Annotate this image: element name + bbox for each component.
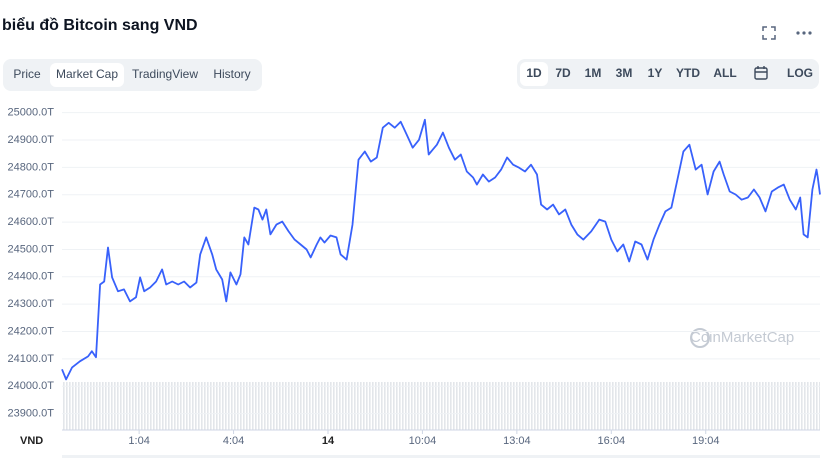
calendar-body xyxy=(754,67,768,80)
range-selected-bg xyxy=(520,62,548,86)
tab[interactable]: TradingView xyxy=(132,67,198,81)
y-tick-label: 23900.0T xyxy=(8,407,55,419)
tab[interactable]: Market Cap xyxy=(56,67,118,81)
volume-bars xyxy=(62,382,820,430)
x-tick-label: 19:04 xyxy=(692,435,720,447)
range-button[interactable]: 1Y xyxy=(648,66,663,80)
y-tick-label: 24300.0T xyxy=(8,298,55,310)
fullscreen-icon[interactable] xyxy=(762,26,776,40)
range-button[interactable]: YTD xyxy=(676,66,700,80)
range-button[interactable]: 1M xyxy=(585,66,602,80)
x-tick-label: 4:04 xyxy=(223,435,244,447)
watermark: CoinMarketCap xyxy=(690,329,794,346)
y-tick-label: 24700.0T xyxy=(8,189,55,201)
y-tick-label: 25000.0T xyxy=(8,107,55,119)
chart-title: biểu đồ Bitcoin sang VND xyxy=(2,16,198,34)
x-tick-label: 1:04 xyxy=(128,435,149,447)
range-button[interactable]: LOG xyxy=(787,66,813,80)
range-bar xyxy=(517,59,819,89)
y-tick-label: 24000.0T xyxy=(8,380,55,392)
range-button[interactable]: 1D xyxy=(526,66,542,80)
y-tick-label: 24600.0T xyxy=(8,216,55,228)
price-line xyxy=(61,118,821,381)
tab[interactable]: History xyxy=(213,67,250,81)
y-tick-label: 24100.0T xyxy=(8,353,55,365)
x-tick-label: 10:04 xyxy=(409,435,437,447)
y-tick-label: 24500.0T xyxy=(8,243,55,255)
y-tick-label: 24900.0T xyxy=(8,134,55,146)
tab[interactable]: Price xyxy=(13,67,41,81)
y-tick-label: 24200.0T xyxy=(8,325,55,337)
x-tick-label: 13:04 xyxy=(503,435,531,447)
y-tick-label: 24400.0T xyxy=(8,271,55,283)
range-button[interactable]: 3M xyxy=(616,66,633,80)
range-button[interactable]: ALL xyxy=(713,66,736,80)
calendar-top xyxy=(755,66,767,73)
range-button[interactable]: 7D xyxy=(555,66,571,80)
y-tick-label: 24800.0T xyxy=(8,161,55,173)
currency-label: VND xyxy=(20,435,43,447)
calendar-icon[interactable] xyxy=(754,66,768,80)
tab-selected-bg xyxy=(50,63,124,87)
x-tick-label: 14 xyxy=(322,435,335,447)
x-tick-label: 16:04 xyxy=(598,435,626,447)
more-icon[interactable] xyxy=(796,31,812,35)
scroll-bar xyxy=(62,455,820,458)
watermark-logo xyxy=(690,328,710,348)
